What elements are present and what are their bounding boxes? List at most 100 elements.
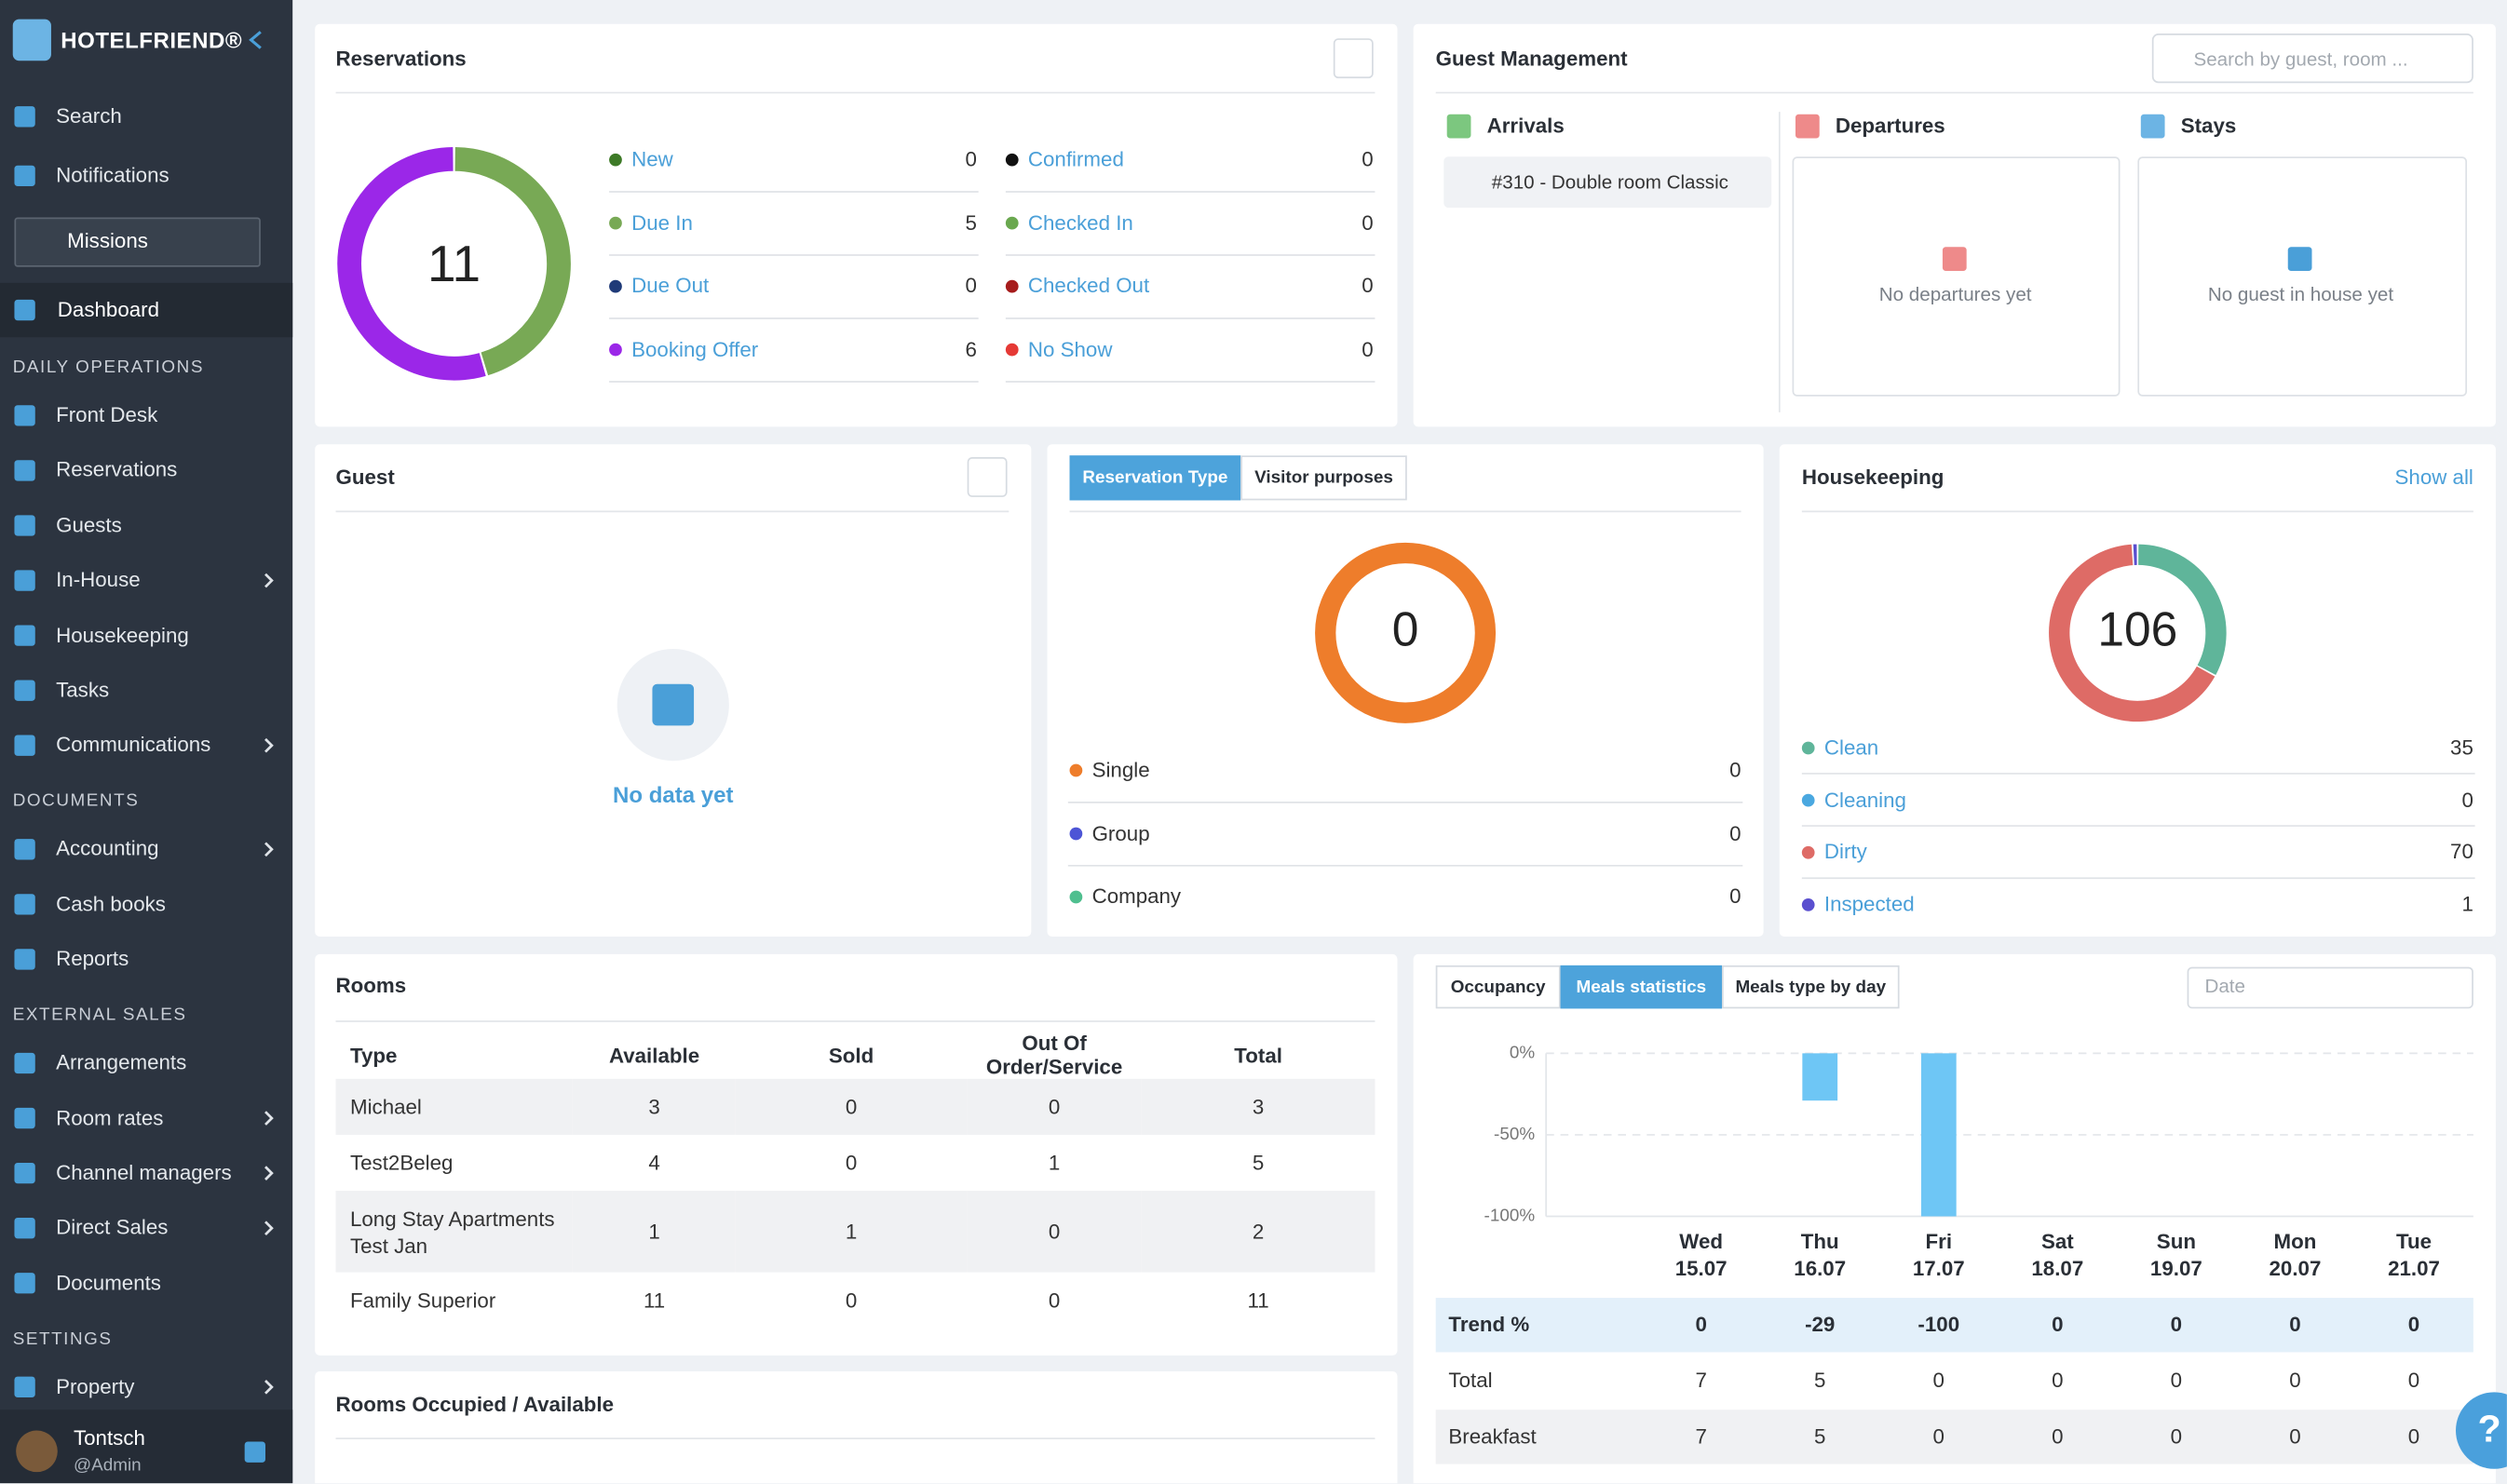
cell-value: 0 bbox=[2170, 1368, 2183, 1393]
status-value: 6 bbox=[965, 336, 977, 361]
status-label[interactable]: New bbox=[631, 146, 673, 171]
nav-item[interactable]: Accounting bbox=[56, 836, 159, 861]
search-input[interactable] bbox=[2151, 34, 2473, 84]
table-row: Michael 3 0 0 3 bbox=[335, 1078, 1375, 1135]
nav-item[interactable]: Room rates bbox=[56, 1105, 164, 1130]
date-label: 19.07 bbox=[2149, 1256, 2202, 1281]
cell-value: 0 bbox=[2052, 1368, 2064, 1393]
table-cell: 3 bbox=[1252, 1095, 1265, 1119]
donut-total: 106 bbox=[2097, 603, 2178, 657]
nav-section-title: DAILY OPERATIONS bbox=[12, 358, 204, 378]
add-button[interactable] bbox=[1333, 38, 1374, 79]
nav-item[interactable]: Property bbox=[56, 1374, 135, 1398]
table-cell: 11 bbox=[643, 1288, 666, 1313]
table-cell: 1 bbox=[845, 1219, 858, 1244]
column-header: Available bbox=[608, 1043, 700, 1067]
row-label: Breakfast bbox=[1448, 1423, 1537, 1449]
status-label[interactable]: Clean bbox=[1823, 735, 1879, 760]
tab[interactable] bbox=[1721, 965, 1900, 1009]
nav-item[interactable]: Front Desk bbox=[56, 402, 158, 427]
tab-label[interactable]: Reservation Type bbox=[1082, 468, 1228, 488]
column-header: Total bbox=[1234, 1043, 1282, 1067]
column-title: Departures bbox=[1835, 113, 1945, 138]
search-placeholder: Search by guest, room ... bbox=[2193, 47, 2408, 71]
nav-item[interactable]: In-House bbox=[56, 567, 141, 592]
tab[interactable] bbox=[1240, 455, 1407, 501]
add-button[interactable] bbox=[967, 457, 1008, 497]
show-all-link[interactable]: Show all bbox=[2394, 465, 2473, 490]
nav-item[interactable]: Reservations bbox=[56, 457, 178, 482]
cell-value: -100 bbox=[1918, 1312, 1960, 1337]
column-header: Type bbox=[349, 1043, 398, 1067]
table-cell: Long Stay Apartments Test Jan bbox=[349, 1206, 555, 1258]
day-label: Tue bbox=[2396, 1229, 2432, 1253]
date-label: 16.07 bbox=[1794, 1256, 1847, 1281]
date-input[interactable] bbox=[2187, 966, 2473, 1009]
tab-label[interactable]: Occupancy bbox=[1450, 977, 1546, 997]
nav-item[interactable]: Housekeeping bbox=[56, 622, 189, 647]
nav-section-title: SETTINGS bbox=[12, 1329, 113, 1349]
nav-item[interactable]: Documents bbox=[56, 1270, 161, 1295]
nav-item[interactable]: Arrangements bbox=[56, 1050, 187, 1075]
cell-value: 5 bbox=[1814, 1423, 1826, 1449]
rooms-occupied-card bbox=[315, 1371, 1398, 1484]
status-label[interactable]: Checked In bbox=[1027, 209, 1133, 235]
status-label[interactable]: Due In bbox=[631, 209, 693, 235]
status-label[interactable]: Checked Out bbox=[1027, 273, 1150, 298]
column-header: Out Of Order/Service bbox=[985, 1031, 1123, 1079]
status-label[interactable]: Due Out bbox=[631, 273, 710, 298]
missions-label[interactable]: Missions bbox=[67, 228, 148, 253]
empty-box bbox=[2137, 156, 2468, 397]
status-value: 0 bbox=[965, 146, 977, 171]
cell-value: 0 bbox=[2407, 1312, 2420, 1337]
status-label[interactable]: Booking Offer bbox=[631, 336, 759, 361]
tab-label[interactable]: Meals statistics bbox=[1576, 977, 1707, 997]
donut-total: 0 bbox=[1391, 603, 1419, 657]
status-label[interactable]: Confirmed bbox=[1027, 146, 1124, 171]
tab[interactable] bbox=[1435, 965, 1561, 1009]
status-value: 0 bbox=[965, 273, 977, 298]
tab[interactable] bbox=[1069, 455, 1241, 501]
nav-item[interactable]: Direct Sales bbox=[56, 1215, 169, 1240]
table-cell: 1 bbox=[1048, 1151, 1061, 1175]
date-label: 21.07 bbox=[2388, 1256, 2440, 1281]
status-label[interactable]: No Show bbox=[1027, 336, 1113, 361]
table-row: Test2Beleg 4 0 1 5 bbox=[336, 1135, 1375, 1191]
type-value: 0 bbox=[1729, 820, 1741, 845]
tab[interactable] bbox=[1560, 965, 1722, 1009]
type-label: Group bbox=[1091, 820, 1150, 845]
arrival-item[interactable] bbox=[1443, 156, 1772, 209]
tab-label[interactable]: Visitor purposes bbox=[1254, 468, 1393, 488]
cell-value: 0 bbox=[2052, 1423, 2064, 1449]
table-cell: Test2Beleg bbox=[349, 1151, 454, 1175]
date-label: 15.07 bbox=[1674, 1256, 1728, 1281]
nav-item[interactable]: Communications bbox=[56, 732, 211, 757]
cell-value: 5 bbox=[1814, 1368, 1826, 1393]
missions-button[interactable] bbox=[14, 217, 261, 267]
cell-value: 0 bbox=[2407, 1368, 2420, 1393]
column-header: Sold bbox=[828, 1043, 874, 1067]
status-label[interactable]: Dirty bbox=[1823, 839, 1867, 864]
nav-item[interactable]: Notifications bbox=[56, 163, 169, 187]
nav-item[interactable]: Reports bbox=[56, 946, 129, 971]
nav-item-active[interactable]: Dashboard bbox=[57, 297, 160, 322]
status-label[interactable]: Inspected bbox=[1823, 892, 1915, 916]
day-label: Mon bbox=[2273, 1229, 2317, 1253]
type-label: Company bbox=[1091, 884, 1182, 909]
column-title: Stays bbox=[2180, 113, 2237, 138]
help-label[interactable]: ? bbox=[2477, 1408, 2501, 1451]
nav-item[interactable]: Search bbox=[56, 103, 122, 128]
status-value: 0 bbox=[1362, 336, 1374, 361]
nav-item[interactable]: Guests bbox=[56, 512, 122, 537]
table-cell: 5 bbox=[1252, 1151, 1265, 1175]
nav-item[interactable]: Cash books bbox=[56, 891, 166, 916]
nav-item[interactable]: Tasks bbox=[56, 677, 110, 702]
status-value: 0 bbox=[1362, 273, 1374, 298]
card-title: Rooms Occupied / Available bbox=[335, 1392, 615, 1417]
status-label[interactable]: Cleaning bbox=[1823, 787, 1906, 812]
y-tick-label: 0% bbox=[1509, 1044, 1536, 1063]
nav-item[interactable]: Channel managers bbox=[56, 1160, 232, 1185]
arrival-label[interactable]: #310 - Double room Classic bbox=[1491, 170, 1728, 194]
tab-label[interactable]: Meals type by day bbox=[1735, 977, 1887, 997]
